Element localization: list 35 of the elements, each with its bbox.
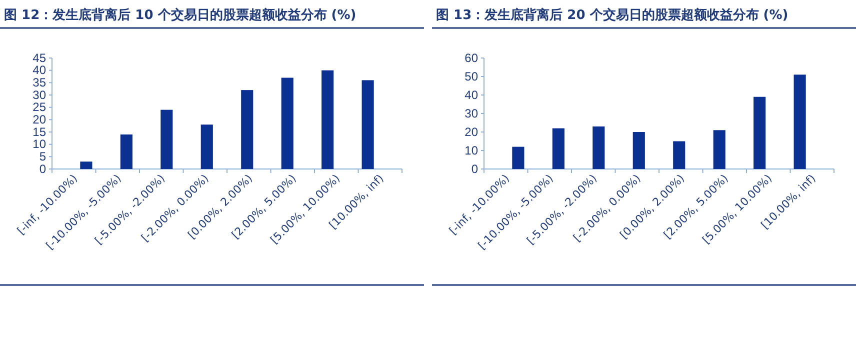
bar [120,134,132,169]
bar [713,130,726,169]
y-tick-label: 30 [464,106,478,120]
y-tick-label: 30 [32,88,46,102]
y-tick-label: 60 [464,50,478,65]
y-tick-label: 0 [471,162,478,176]
y-tick-label: 25 [32,100,46,114]
y-tick-label: 35 [32,76,46,90]
y-tick-label: 50 [464,69,478,84]
bar [552,128,564,169]
bar [200,124,213,169]
y-tick-label: 45 [32,50,46,65]
bar [362,80,374,169]
bar [632,132,645,169]
bar [794,74,806,169]
bar [673,141,686,169]
bar [592,126,605,169]
chart-title: 图 12：发生底背离后 10 个交易日的股票超额收益分布 (%) [4,7,356,23]
bar [512,146,524,169]
bar [241,90,254,169]
y-tick-label: 40 [32,63,46,78]
y-tick-label: 40 [464,88,478,102]
bar [160,110,173,169]
y-tick-label: 15 [32,124,46,139]
y-tick-label: 10 [32,137,46,152]
y-tick-label: 10 [464,143,478,158]
y-tick-label: 20 [464,124,478,139]
chart-title: 图 13：发生底背离后 20 个交易日的股票超额收益分布 (%) [436,7,788,23]
y-tick-label: 0 [39,162,46,176]
y-tick-label: 5 [39,150,46,164]
bar [754,96,766,169]
bar [281,78,294,169]
y-tick-label: 20 [32,112,46,127]
bar [322,70,334,169]
bar [80,162,92,169]
